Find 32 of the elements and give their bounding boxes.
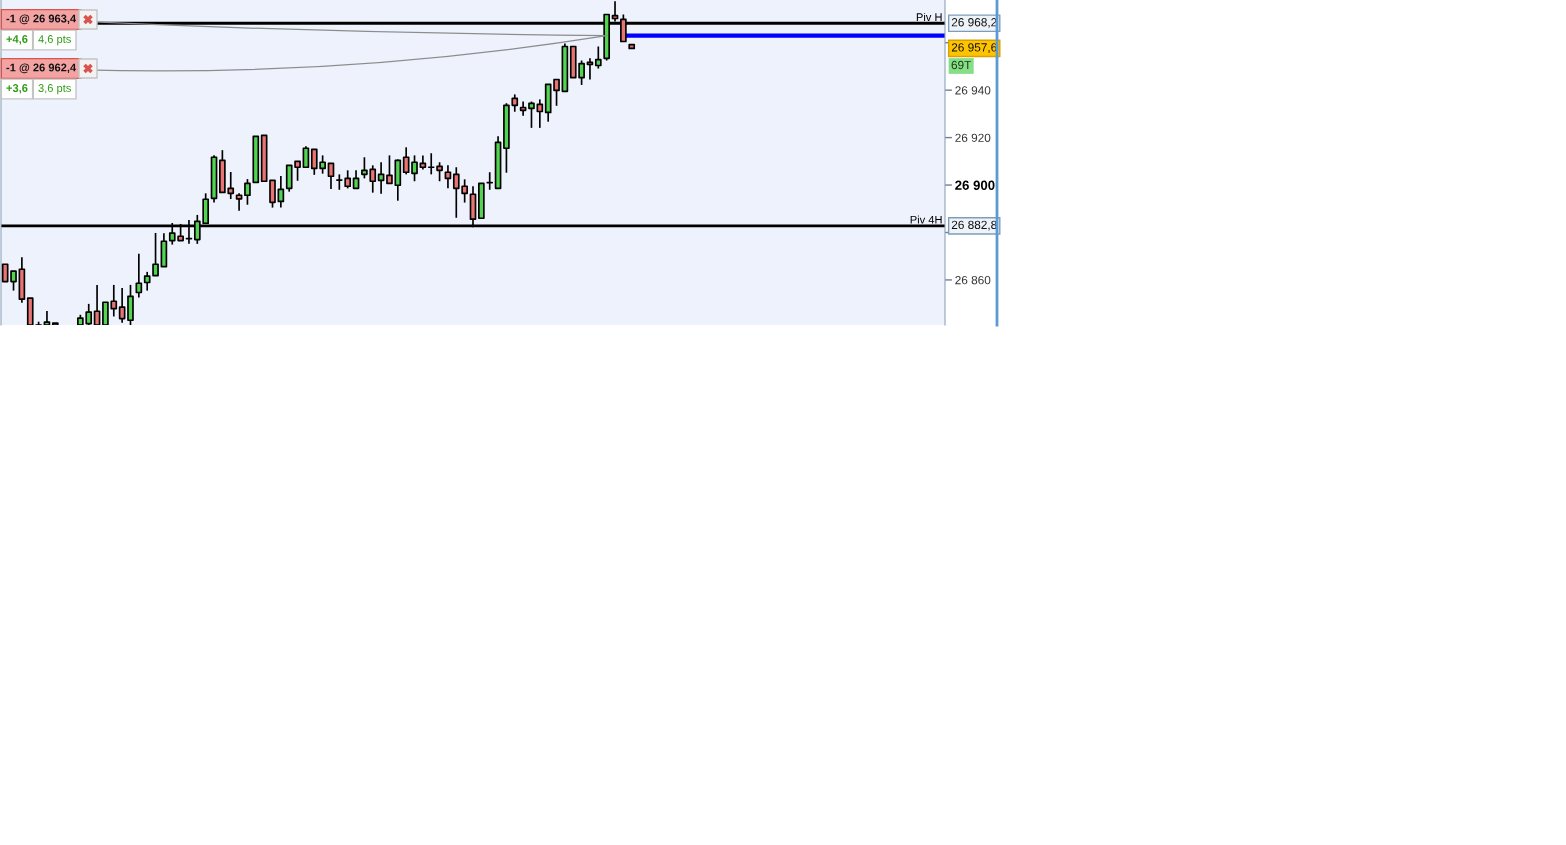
candlestick (260, 134, 268, 183)
candlestick (152, 232, 159, 277)
annotation: 4,6 pts (38, 35, 71, 46)
y-tick-label: 26 900 (955, 180, 995, 190)
annotation: 3,6 pts (38, 84, 71, 95)
candlestick (43, 310, 51, 325)
annotation: +4,6 (6, 35, 28, 45)
ref-line-label: Piv H (916, 12, 942, 21)
candlestick (478, 182, 485, 220)
y-tick-label: 26 860 (955, 275, 991, 285)
candlestick (561, 42, 569, 93)
y-tick-label: 26 940 (955, 86, 991, 95)
y-tick-label: 26 920 (955, 133, 991, 142)
annotation: +3,6 (6, 84, 28, 94)
candlestick (444, 164, 452, 190)
text: 26 968,2 (951, 18, 997, 28)
ref-line-label: Piv 4H (910, 215, 942, 224)
annotation: -1 @ 26 963,4 (6, 14, 77, 25)
text: 69T (951, 60, 972, 70)
annotation: -1 @ 26 962,4 (6, 63, 77, 74)
candlestick (118, 287, 126, 324)
candlestick (594, 45, 602, 70)
candlestick (135, 252, 143, 299)
candlestick (252, 135, 260, 184)
candlestick (51, 322, 59, 325)
text: 26 882,8 (951, 220, 997, 231)
candlestick (93, 284, 101, 325)
candlestick (628, 43, 636, 50)
candlestick (18, 256, 26, 304)
candlestick (160, 232, 168, 268)
candlestick (277, 175, 285, 209)
text: 26 957,6 (951, 43, 997, 53)
